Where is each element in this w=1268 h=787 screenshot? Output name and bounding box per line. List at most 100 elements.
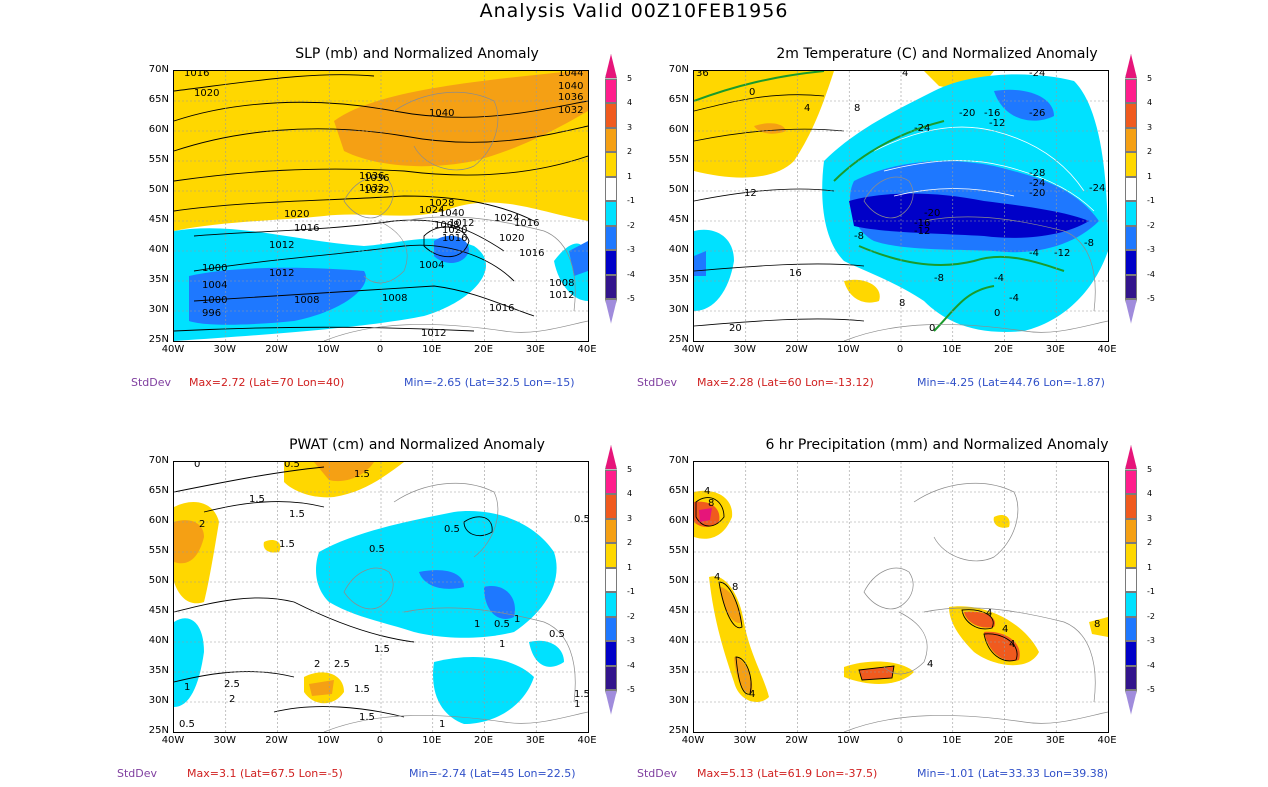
min-value: Min=-1.01 (Lat=33.33 Lon=39.38) (917, 767, 1109, 780)
contour-label: 1036 (558, 92, 583, 103)
contour-label: 1040 (558, 81, 583, 92)
lat-label: 70N (668, 64, 689, 75)
colorbar-label: 5 (627, 73, 633, 83)
lat-label: 55N (148, 545, 169, 556)
contour-label: 20 (729, 323, 742, 334)
colorbar-label: -1 (1147, 196, 1155, 205)
contour-label: 1028 (429, 198, 454, 209)
contour-label: 36 (696, 71, 709, 79)
colorbar-label: -1 (627, 587, 635, 596)
colorbar-label: 1 (1147, 171, 1153, 181)
contour-label: 2.5 (224, 679, 240, 690)
colorbar-swatch (1125, 592, 1137, 617)
colorbar-label: 3 (1147, 513, 1153, 523)
contour-label: 1.5 (354, 469, 370, 480)
contour-label: 1.5 (279, 539, 295, 550)
contour-label: 2 (229, 694, 235, 705)
map-slp: 1016 1020 1040 1044 1040 1036 1032 1040 1036 1032… (173, 70, 589, 342)
colorbar-swatch (605, 616, 617, 641)
lat-label: 40N (668, 244, 689, 255)
colorbar-swatch (605, 78, 617, 103)
colorbar-swatch (605, 201, 617, 226)
colorbar-swatch (605, 54, 617, 79)
lat-label: 45N (148, 214, 169, 225)
colorbar-swatch (1125, 518, 1137, 543)
lat-label: 70N (148, 64, 169, 75)
lon-label: 0 (376, 735, 384, 746)
contour-label: 16 (789, 268, 802, 279)
colorbar-label: 4 (627, 489, 633, 498)
lon-label: 30E (1045, 735, 1065, 746)
contour-label: 1.5 (574, 689, 588, 700)
lat-label: 65N (668, 94, 689, 105)
colorbar-label: -5 (1147, 685, 1155, 694)
contour-label: 1016 (184, 71, 209, 79)
colorbar-swatch (605, 445, 617, 470)
colorbar-swatch (605, 225, 617, 250)
contour-label: 1008 (382, 293, 407, 304)
contour-label: 0.5 (369, 544, 385, 555)
contour-label: 1020 (499, 233, 524, 244)
contour-label: 1036 (359, 171, 384, 182)
min-value: Min=-2.74 (Lat=45 Lon=22.5) (409, 767, 576, 780)
lon-label: 20W (265, 735, 288, 746)
contour-label: -12 (1054, 248, 1070, 259)
contour-label: 8 (732, 582, 738, 593)
max-value: Max=2.28 (Lat=60 Lon=-13.12) (697, 376, 874, 389)
contour-label: 1016 (519, 248, 544, 259)
colorbar-label: -3 (1147, 636, 1155, 645)
lon-label: 20W (265, 344, 288, 355)
colorbar-swatch (605, 641, 617, 666)
map-temp: 36 4 0 4 8 -24 -20 -16 -12 -26 -24 -28 -24 -20 -24 12 -2… (693, 70, 1109, 342)
contour-label: -12 (989, 118, 1005, 129)
lon-label: 10E (422, 735, 442, 746)
contour-label: 1000 (202, 263, 227, 274)
lat-label: 35N (148, 665, 169, 676)
colorbar-label: 2 (627, 147, 633, 156)
contour-label: -16 (984, 108, 1000, 119)
min-value: Min=-2.65 (Lat=32.5 Lon=-15) (404, 376, 575, 389)
lat-label: 30N (148, 304, 169, 315)
contour-label: 1012 (269, 240, 294, 251)
lon-label: 40W (681, 735, 705, 746)
contour-label: 1012 (421, 328, 446, 339)
contour-label: -24 (1029, 178, 1045, 189)
contour-label: 1016 (489, 303, 514, 314)
contour-label: 4 (749, 689, 755, 700)
contour-label: 1 (574, 699, 580, 710)
contour-label: 1024 (494, 213, 519, 224)
colorbar-label: -2 (627, 220, 635, 230)
contour-label: -24 (914, 123, 930, 134)
contour-label: -8 (854, 231, 864, 242)
lon-label: 20E (993, 344, 1014, 355)
contour-label: 0 (194, 462, 200, 470)
contour-label: 0 (994, 308, 1000, 319)
graticule (174, 71, 588, 341)
lat-label: 35N (668, 665, 689, 676)
colorbar-label: 1 (1147, 562, 1153, 572)
contour-label: 1008 (294, 295, 319, 306)
contour-label: 0.5 (444, 524, 460, 535)
lat-label: 50N (148, 184, 169, 195)
lat-label: 45N (668, 605, 689, 616)
contour-label: 0.5 (284, 462, 300, 470)
contour-label: -20 (959, 108, 975, 119)
contour-label: 1036 (364, 173, 389, 184)
colorbar-label: -4 (627, 660, 635, 670)
colorbar-label: -5 (627, 685, 635, 694)
contour-label: 1.5 (249, 494, 265, 505)
min-value: Min=-4.25 (Lat=44.76 Lon=-1.87) (917, 376, 1105, 389)
lon-label: 10E (942, 344, 962, 355)
colorbar-swatch (1125, 152, 1137, 177)
colorbar-label: 5 (627, 464, 633, 474)
graticule (174, 462, 588, 732)
stddev-label: StdDev (117, 767, 158, 780)
colorbar-precip: 5 4 3 2 1 -1 -2 -3 -4 -5 (1125, 445, 1155, 725)
colorbar-label: 3 (627, 513, 633, 523)
colorbar-label: 3 (1147, 122, 1153, 132)
lon-label: 20W (785, 344, 808, 355)
contour-label: 4 (804, 103, 810, 114)
contour-label: 4 (986, 608, 992, 619)
contour-label: 1032 (364, 185, 389, 196)
panel-title: PWAT (cm) and Normalized Anomaly (289, 437, 545, 453)
